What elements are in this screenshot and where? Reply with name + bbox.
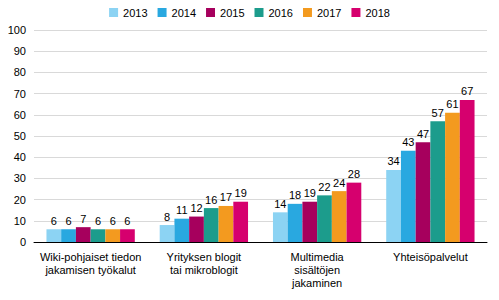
svg-text:70: 70 <box>14 88 26 100</box>
svg-text:90: 90 <box>14 45 26 57</box>
svg-text:2016: 2016 <box>269 7 293 19</box>
svg-text:14: 14 <box>274 198 286 210</box>
svg-text:18: 18 <box>289 189 301 201</box>
svg-text:100: 100 <box>8 24 26 36</box>
svg-text:61: 61 <box>446 98 458 110</box>
svg-text:2013: 2013 <box>123 7 147 19</box>
svg-text:jakamisen työkalut: jakamisen työkalut <box>44 264 136 276</box>
svg-text:30: 30 <box>14 172 26 184</box>
svg-text:57: 57 <box>432 107 444 119</box>
svg-text:19: 19 <box>235 187 247 199</box>
svg-text:50: 50 <box>14 130 26 142</box>
svg-text:16: 16 <box>205 194 217 206</box>
svg-text:7: 7 <box>80 213 86 225</box>
svg-text:47: 47 <box>417 128 429 140</box>
svg-text:tai mikroblogit: tai mikroblogit <box>170 264 238 276</box>
svg-text:2017: 2017 <box>317 7 341 19</box>
svg-text:sisältöjen: sisältöjen <box>294 264 340 276</box>
svg-text:67: 67 <box>461 85 473 97</box>
svg-text:2018: 2018 <box>365 7 389 19</box>
svg-text:20: 20 <box>14 194 26 206</box>
svg-text:2014: 2014 <box>172 7 196 19</box>
svg-text:24: 24 <box>333 177 345 189</box>
svg-text:11: 11 <box>176 204 187 216</box>
svg-text:6: 6 <box>95 215 101 227</box>
svg-text:2015: 2015 <box>220 7 244 19</box>
svg-text:60: 60 <box>14 109 26 121</box>
svg-text:jakaminen: jakaminen <box>291 277 342 289</box>
svg-text:Yhteisöpalvelut: Yhteisöpalvelut <box>393 251 468 263</box>
svg-text:12: 12 <box>190 202 202 214</box>
svg-text:6: 6 <box>65 215 71 227</box>
svg-text:22: 22 <box>318 181 330 193</box>
svg-text:0: 0 <box>20 236 26 248</box>
svg-text:Multimedia: Multimedia <box>291 251 345 263</box>
svg-text:Yrityksen blogit: Yrityksen blogit <box>167 251 242 263</box>
svg-text:34: 34 <box>387 155 399 167</box>
svg-text:43: 43 <box>402 136 414 148</box>
svg-text:19: 19 <box>304 187 316 199</box>
svg-text:6: 6 <box>51 215 57 227</box>
svg-text:10: 10 <box>14 215 26 227</box>
svg-text:6: 6 <box>124 215 130 227</box>
svg-text:28: 28 <box>348 168 360 180</box>
svg-text:Wiki-pohjaiset tiedon: Wiki-pohjaiset tiedon <box>40 251 142 263</box>
svg-text:17: 17 <box>220 191 232 203</box>
svg-text:80: 80 <box>14 66 26 78</box>
svg-text:6: 6 <box>110 215 116 227</box>
svg-text:40: 40 <box>14 151 26 163</box>
svg-text:8: 8 <box>164 211 170 223</box>
